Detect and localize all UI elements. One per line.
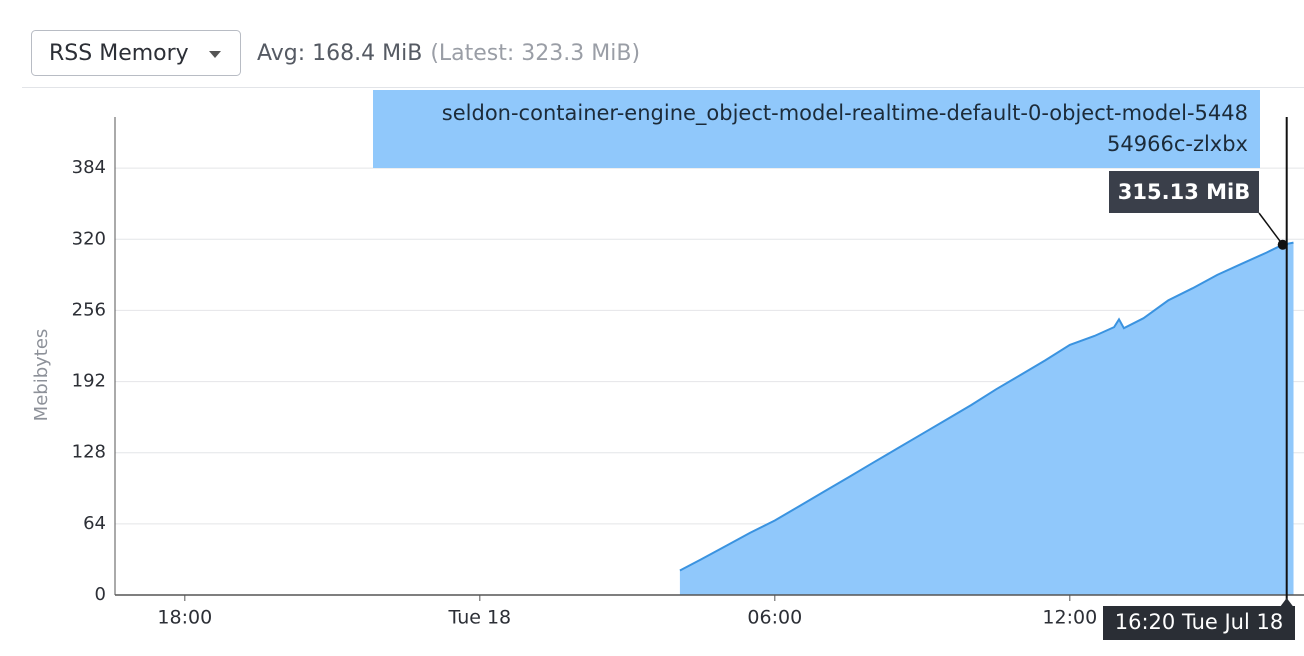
avg-text: Avg: 168.4 MiB (Latest: 323.3 MiB) [257, 41, 640, 66]
y-tick-label: 0 [95, 584, 106, 605]
y-tick-label: 384 [72, 157, 106, 178]
time-caret [1280, 598, 1293, 606]
value-box [1109, 171, 1259, 213]
y-tick-label: 320 [72, 228, 106, 249]
metric-label[interactable]: RSS Memory [49, 41, 189, 66]
area-fill [679, 242, 1294, 595]
x-tick-label: Tue 18 [447, 607, 511, 629]
y-tick-label: 64 [83, 513, 106, 534]
time-box [1103, 606, 1295, 640]
y-tick-label: 192 [72, 371, 106, 392]
y-tick-label: 128 [72, 442, 106, 463]
x-tick-label: 18:00 [157, 607, 212, 629]
y-axis-label: Mebibytes [31, 329, 52, 422]
hover-point [1277, 239, 1288, 250]
avg: Avg: 168.4 MiB [257, 41, 422, 66]
time-label: 16:20 Tue Jul 18 [1115, 610, 1283, 634]
series-legend: seldon-container-engine_object-model-rea… [373, 90, 1260, 168]
area-line [679, 241, 1294, 572]
x-tick-label: 06:00 [747, 607, 802, 629]
dropdown-caret[interactable] [209, 51, 221, 58]
value-label: 315.13 MiB [1118, 180, 1250, 204]
y-tick-label: 256 [72, 299, 106, 320]
x-tick-label: 12:00 [1042, 607, 1097, 629]
value-leader [1258, 212, 1284, 246]
plot: 0 64 128 192 256 320 384 18:00 Tue 18 06:00 12:00 3… [72, 117, 1304, 640]
latest: (Latest: 323.3 MiB) [430, 41, 640, 66]
metric-dropdown[interactable] [31, 30, 241, 76]
